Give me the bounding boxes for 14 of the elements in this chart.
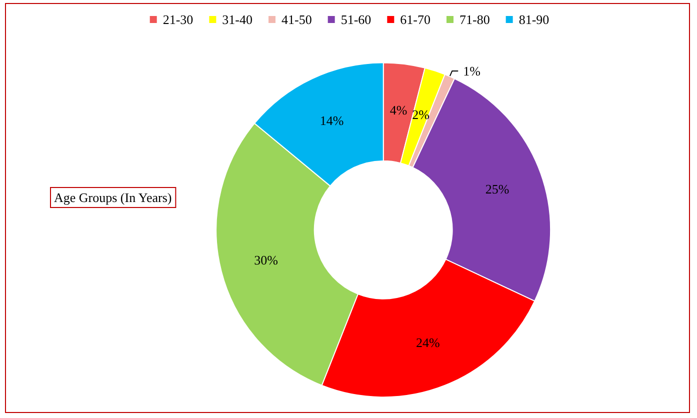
- legend-label: 51-60: [340, 12, 372, 27]
- legend-label: 81-90: [518, 12, 550, 27]
- legend-label: 21-30: [162, 12, 194, 27]
- legend-label: 71-80: [459, 12, 490, 27]
- text: Age Groups (In Years): [54, 190, 172, 205]
- data-label: 24%: [416, 334, 440, 350]
- data-label: 25%: [485, 181, 510, 196]
- data-label: 30%: [254, 252, 278, 268]
- data-label: 4%: [390, 102, 408, 118]
- legend-label: 41-50: [282, 12, 312, 27]
- legend-label: 31-40: [222, 12, 253, 27]
- data-label: 14%: [320, 112, 344, 128]
- legend-label: 61-70: [400, 12, 431, 27]
- data-label: 1%: [463, 63, 481, 78]
